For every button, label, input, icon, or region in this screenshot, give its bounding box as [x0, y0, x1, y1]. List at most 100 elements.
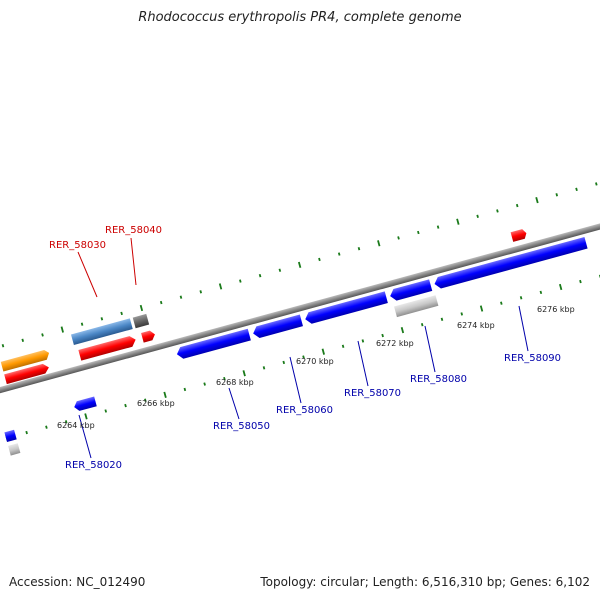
- leader-rer58020: [78, 414, 92, 459]
- minor-tick: [278, 268, 282, 272]
- minor-tick: [144, 398, 147, 402]
- leader-rer58070: [357, 340, 369, 387]
- major-tick: [558, 283, 563, 291]
- genome-stats: Topology: circular; Length: 6,516,310 bp…: [260, 575, 590, 589]
- minor-tick: [397, 236, 400, 240]
- minor-tick: [555, 193, 559, 197]
- label-rer58080[interactable]: RER_58080: [410, 374, 467, 385]
- backbone: [0, 210, 600, 406]
- gene-red-mid[interactable]: [78, 335, 137, 361]
- gene-blue-2[interactable]: [252, 314, 303, 340]
- minor-tick: [357, 246, 361, 251]
- gene-orange[interactable]: [0, 349, 51, 372]
- minor-tick: [476, 214, 479, 219]
- topology-value: circular: [320, 575, 365, 589]
- gene-steel-rer58030[interactable]: [70, 318, 133, 346]
- gene-grey-left[interactable]: [8, 443, 21, 456]
- minor-tick: [460, 312, 464, 316]
- gene-blue-left-edge[interactable]: [4, 429, 17, 443]
- minor-tick: [239, 279, 242, 283]
- genes-value: 6,102: [555, 575, 590, 589]
- minor-tick: [515, 203, 519, 208]
- length-value: 6,516,310 bp: [421, 575, 502, 589]
- scale-labels: 6264 kbp 6266 kbp 6268 kbp 6270 kbp 6272…: [57, 305, 575, 430]
- label-rer58030[interactable]: RER_58030: [49, 240, 106, 251]
- leader-rer58060: [289, 356, 302, 404]
- minor-tick: [420, 323, 424, 327]
- minor-tick: [124, 403, 127, 408]
- major-tick: [218, 283, 223, 290]
- major-tick: [479, 305, 484, 312]
- accession-info: Accession: NC_012490: [9, 575, 145, 589]
- leader-rer58030: [77, 251, 98, 298]
- gene-red-right[interactable]: [510, 228, 528, 242]
- scale-label: 6268 kbp: [216, 378, 254, 387]
- minor-tick: [104, 409, 108, 413]
- gene-blue-3[interactable]: [304, 291, 388, 325]
- label-rer58020[interactable]: RER_58020: [65, 460, 122, 471]
- upper-genes: [0, 228, 528, 385]
- minor-tick: [262, 366, 266, 370]
- label-rer58090[interactable]: RER_58090: [504, 353, 561, 364]
- label-rer58050[interactable]: RER_58050: [213, 421, 270, 432]
- minor-tick: [496, 209, 499, 213]
- major-tick: [242, 370, 246, 377]
- major-tick: [377, 240, 381, 247]
- minor-tick: [579, 279, 582, 284]
- gene-blue-small[interactable]: [73, 396, 97, 412]
- minor-tick: [223, 376, 226, 381]
- leader-rer58040: [130, 237, 137, 286]
- minor-tick: [341, 344, 345, 348]
- minor-tick: [80, 322, 84, 326]
- major-tick: [84, 413, 88, 420]
- genome-title: Rhodococcus erythropolis PR4, complete g…: [138, 10, 462, 25]
- minor-tick: [381, 333, 384, 338]
- major-tick: [535, 197, 539, 204]
- label-rer58070[interactable]: RER_58070: [344, 388, 401, 399]
- major-tick: [139, 304, 144, 312]
- major-tick: [456, 218, 460, 225]
- gene-red-left[interactable]: [4, 363, 50, 385]
- minor-tick: [500, 301, 503, 305]
- major-tick: [321, 348, 325, 355]
- minor-tick: [575, 187, 578, 192]
- minor-tick: [64, 420, 68, 424]
- scale-label: 6276 kbp: [537, 305, 575, 314]
- minor-tick: [45, 425, 48, 429]
- minor-tick: [440, 317, 444, 322]
- minor-tick: [436, 225, 440, 229]
- gene-blue-1[interactable]: [175, 328, 251, 360]
- minor-tick: [417, 230, 420, 235]
- leader-rer58080: [424, 325, 436, 373]
- scale-label: 6264 kbp: [57, 421, 95, 430]
- genes-label: Genes:: [509, 575, 552, 589]
- minor-tick: [539, 290, 543, 295]
- scale-label: 6266 kbp: [137, 399, 175, 408]
- label-rer58040[interactable]: RER_58040: [105, 225, 162, 236]
- major-tick: [297, 261, 302, 268]
- gene-grey-rer58080[interactable]: [394, 295, 439, 318]
- gene-red-small[interactable]: [141, 330, 156, 343]
- accession-value: NC_012490: [76, 575, 146, 589]
- minor-tick: [203, 382, 206, 386]
- gene-darkgrey-rer58040[interactable]: [132, 313, 150, 329]
- label-rer58060[interactable]: RER_58060: [276, 405, 333, 416]
- minor-tick: [337, 252, 341, 256]
- minor-tick: [282, 360, 286, 365]
- gene-blue-5[interactable]: [433, 236, 588, 290]
- minor-tick: [179, 295, 183, 299]
- gene-blue-4[interactable]: [389, 279, 433, 302]
- genome-track: [0, 182, 600, 456]
- major-tick: [400, 326, 405, 334]
- lower-genes: [4, 236, 588, 456]
- minor-tick: [183, 387, 187, 392]
- minor-tick: [21, 338, 25, 343]
- minor-tick: [41, 333, 44, 337]
- leader-rer58050: [228, 387, 240, 420]
- gene-labels: RER_58030 RER_58040 RER_58020 RER_58050 …: [49, 225, 561, 471]
- major-tick: [163, 391, 167, 398]
- major-tick: [60, 326, 64, 333]
- minor-tick: [519, 296, 523, 300]
- minor-tick: [159, 300, 163, 305]
